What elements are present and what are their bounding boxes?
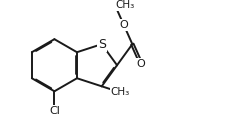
Text: O: O [119,20,128,30]
Text: CH₃: CH₃ [111,87,130,97]
Text: S: S [98,38,106,51]
Text: CH₃: CH₃ [115,0,134,10]
Text: Cl: Cl [49,106,60,116]
Text: O: O [137,59,145,69]
